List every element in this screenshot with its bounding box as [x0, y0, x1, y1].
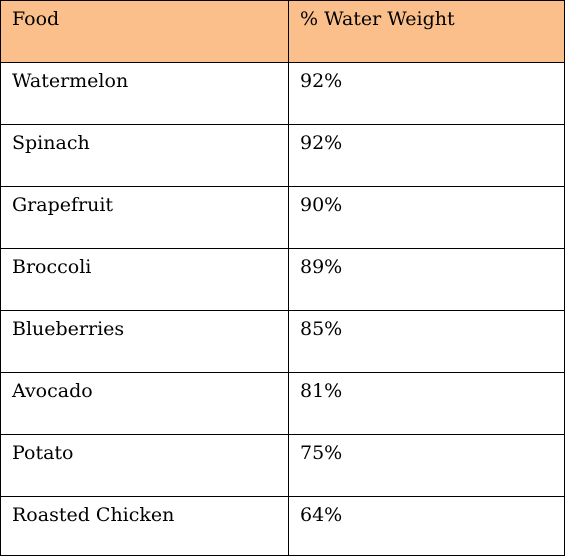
water-weight-cell: 85%	[288, 310, 565, 373]
water-weight-cell: 92%	[288, 124, 565, 187]
food-cell: Blueberries	[0, 310, 289, 373]
table-header-row: Food % Water Weight	[0, 0, 565, 63]
food-cell: Roasted Chicken	[0, 496, 289, 556]
water-weight-cell: 92%	[288, 62, 565, 125]
table-row: Roasted Chicken 64%	[0, 496, 565, 556]
food-cell: Avocado	[0, 372, 289, 435]
table-row: Spinach 92%	[0, 124, 565, 187]
water-weight-cell: 64%	[288, 496, 565, 556]
table-row: Potato 75%	[0, 434, 565, 497]
table-row: Avocado 81%	[0, 372, 565, 435]
table-row: Watermelon 92%	[0, 62, 565, 125]
food-cell: Potato	[0, 434, 289, 497]
food-cell: Grapefruit	[0, 186, 289, 249]
table-row: Grapefruit 90%	[0, 186, 565, 249]
food-cell: Watermelon	[0, 62, 289, 125]
water-weight-cell: 75%	[288, 434, 565, 497]
water-weight-cell: 81%	[288, 372, 565, 435]
water-weight-cell: 90%	[288, 186, 565, 249]
food-cell: Broccoli	[0, 248, 289, 311]
water-weight-cell: 89%	[288, 248, 565, 311]
header-food: Food	[0, 0, 289, 63]
food-cell: Spinach	[0, 124, 289, 187]
header-water-weight: % Water Weight	[288, 0, 565, 63]
table-row: Blueberries 85%	[0, 310, 565, 373]
table-row: Broccoli 89%	[0, 248, 565, 311]
